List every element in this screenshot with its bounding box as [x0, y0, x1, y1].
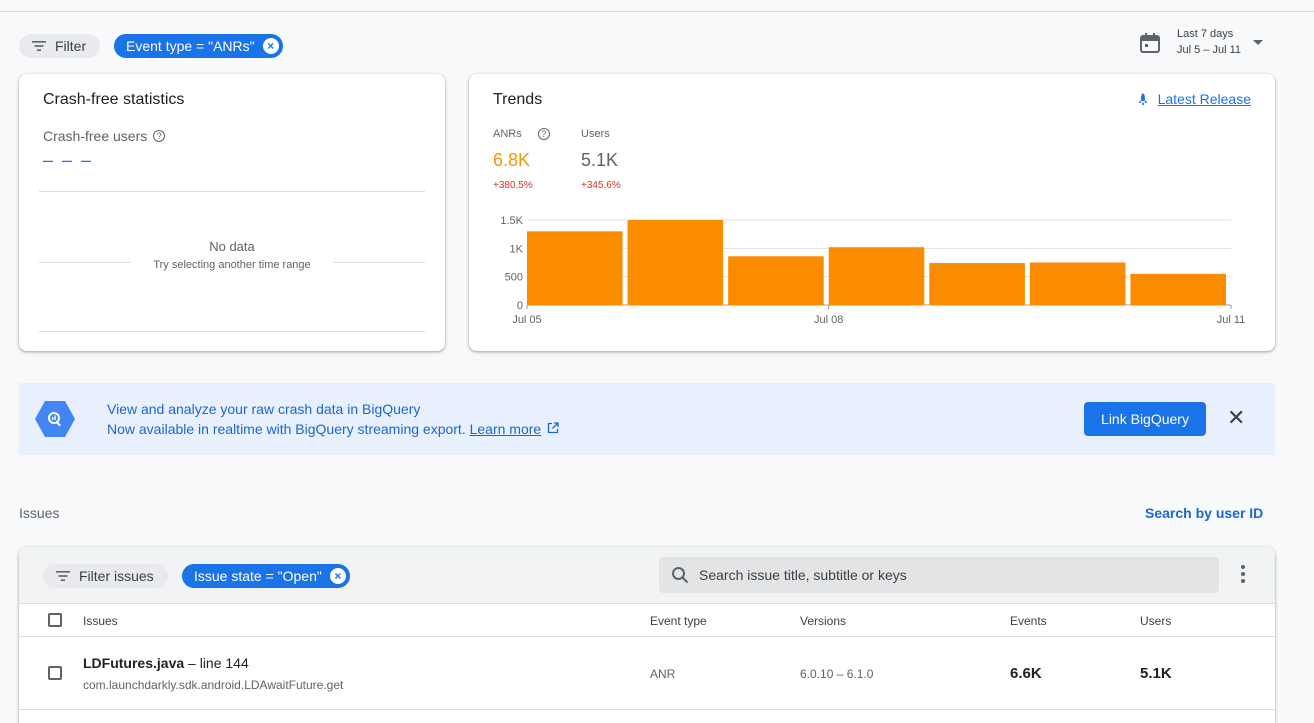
date-range-label: Last 7 days: [1177, 28, 1234, 40]
divider: [333, 262, 425, 263]
issue-state-chip-label: Issue state = "Open": [194, 568, 322, 584]
select-all-checkbox[interactable]: [48, 613, 62, 627]
card-title: Trends: [493, 91, 543, 108]
banner-subtitle: Now available in realtime with BigQuery …: [107, 421, 559, 437]
issue-event-type: ANR: [650, 667, 676, 681]
column-header-event-type[interactable]: Event type: [650, 614, 707, 628]
latest-release-label: Latest Release: [1157, 91, 1251, 107]
issue-subtitle: com.launchdarkly.sdk.android.LDAwaitFutu…: [83, 678, 344, 692]
table-row[interactable]: LDFutures.java – line 144 com.launchdark…: [19, 637, 1275, 710]
search-by-user-id-link[interactable]: Search by user ID: [1145, 505, 1264, 521]
divider: [39, 262, 131, 263]
y-tick-label: 500: [505, 272, 523, 284]
chart-bar-jul-08: [828, 247, 925, 305]
banner-title: View and analyze your raw crash data in …: [107, 401, 421, 417]
column-header-versions[interactable]: Versions: [800, 614, 847, 628]
x-tick-label: Jul 11: [1217, 314, 1246, 326]
issues-table: Filter issues Issue state = "Open" × Sea…: [19, 547, 1275, 723]
event-type-chip-label: Event type = "ANRs": [126, 38, 255, 54]
anrs-value: 6.8K: [493, 150, 531, 170]
issue-file: LDFutures.java: [83, 655, 185, 671]
anr-trend-chart: 0 500 1K 1.5K Jul 05 Jul 08 Jul 11: [500, 215, 1246, 326]
chart-bar-jul-07: [728, 256, 824, 305]
filter-label: Filter: [55, 38, 87, 54]
anrs-label: ANRs ?: [493, 128, 550, 140]
card-title: Crash-free statistics: [43, 91, 185, 108]
filter-issues-button[interactable]: Filter issues: [43, 564, 168, 588]
no-data-hint: Try selecting another time range: [153, 259, 311, 271]
issue-line: – line 144: [184, 655, 249, 671]
chart-bar-jul-05: [527, 231, 623, 305]
issues-heading: Issues: [19, 505, 60, 521]
no-data-text: No data: [209, 239, 255, 254]
bigquery-icon: [35, 401, 75, 437]
chart-bar-jul-06: [627, 220, 724, 305]
crash-free-users-text: Crash-free users: [43, 128, 148, 144]
filter-button[interactable]: Filter: [19, 34, 101, 58]
bigquery-banner: View and analyze your raw crash data in …: [19, 383, 1275, 455]
column-header-users[interactable]: Users: [1140, 614, 1172, 628]
crash-free-value: – – –: [43, 150, 94, 170]
y-tick-label: 0: [517, 300, 523, 312]
search-icon: [672, 567, 689, 584]
link-bigquery-button[interactable]: Link BigQuery: [1084, 402, 1206, 436]
rocket-icon: [1138, 93, 1148, 105]
event-type-filter-chip[interactable]: Event type = "ANRs" ×: [114, 34, 283, 58]
crash-free-users-label: Crash-free users ?: [43, 128, 166, 144]
filter-issues-label: Filter issues: [79, 568, 154, 584]
help-icon[interactable]: ?: [537, 128, 550, 140]
divider: [39, 191, 425, 192]
issue-users: 5.1K: [1140, 665, 1172, 682]
latest-release-link[interactable]: Latest Release: [1136, 91, 1251, 107]
remove-chip-icon[interactable]: ×: [329, 568, 346, 584]
users-value: 5.1K: [581, 150, 619, 170]
x-tick-label: Jul 05: [512, 314, 541, 326]
issue-title[interactable]: LDFutures.java – line 144: [83, 655, 249, 671]
help-icon[interactable]: ?: [153, 130, 166, 142]
top-divider: [0, 11, 1314, 12]
issue-versions: 6.0.10 – 6.1.0: [800, 667, 874, 681]
external-link-icon[interactable]: [547, 422, 559, 434]
banner-subtitle-text: Now available in realtime with BigQuery …: [107, 421, 466, 437]
anrs-change: +380.5%: [493, 180, 533, 191]
issues-toolbar: Filter issues Issue state = "Open" × Sea…: [19, 547, 1275, 604]
remove-chip-icon[interactable]: ×: [262, 38, 279, 54]
date-range-value: Jul 5 – Jul 11: [1177, 44, 1242, 56]
filter-icon: [32, 41, 46, 51]
y-tick-label: 1K: [510, 243, 524, 255]
crash-free-card: Crash-free statistics Crash-free users ?…: [19, 74, 445, 351]
trends-card: Trends Latest Release ANRs ? 6.8K +380.5…: [469, 74, 1275, 351]
chart-bar-jul-11: [1130, 273, 1226, 305]
x-tick-label: Jul 08: [814, 314, 843, 326]
search-placeholder: Search issue title, subtitle or keys: [699, 567, 907, 583]
users-label: Users: [581, 128, 610, 140]
issue-search-input[interactable]: Search issue title, subtitle or keys: [659, 557, 1219, 593]
more-options-icon[interactable]: [1241, 565, 1245, 583]
close-icon[interactable]: ✕: [1227, 405, 1246, 430]
anrs-label-text: ANRs: [493, 128, 522, 140]
chevron-down-icon: [1253, 40, 1264, 45]
issue-state-filter-chip[interactable]: Issue state = "Open" ×: [182, 564, 350, 588]
chart-bar-jul-09: [929, 263, 1025, 305]
users-change: +345.6%: [581, 180, 621, 191]
date-range-picker[interactable]: Last 7 days Jul 5 – Jul 11: [1139, 26, 1264, 58]
issue-events: 6.6K: [1010, 665, 1042, 682]
filter-icon: [56, 571, 70, 581]
column-header-events[interactable]: Events: [1010, 614, 1047, 628]
y-tick-label: 1.5K: [500, 215, 523, 227]
row-checkbox[interactable]: [48, 666, 62, 680]
learn-more-link[interactable]: Learn more: [469, 421, 542, 437]
column-header-issues[interactable]: Issues: [83, 614, 118, 628]
calendar-icon: [1140, 33, 1160, 53]
divider: [39, 331, 425, 332]
chart-bar-jul-10: [1029, 262, 1126, 305]
table-header: Issues Event type Versions Events Users: [19, 604, 1275, 637]
